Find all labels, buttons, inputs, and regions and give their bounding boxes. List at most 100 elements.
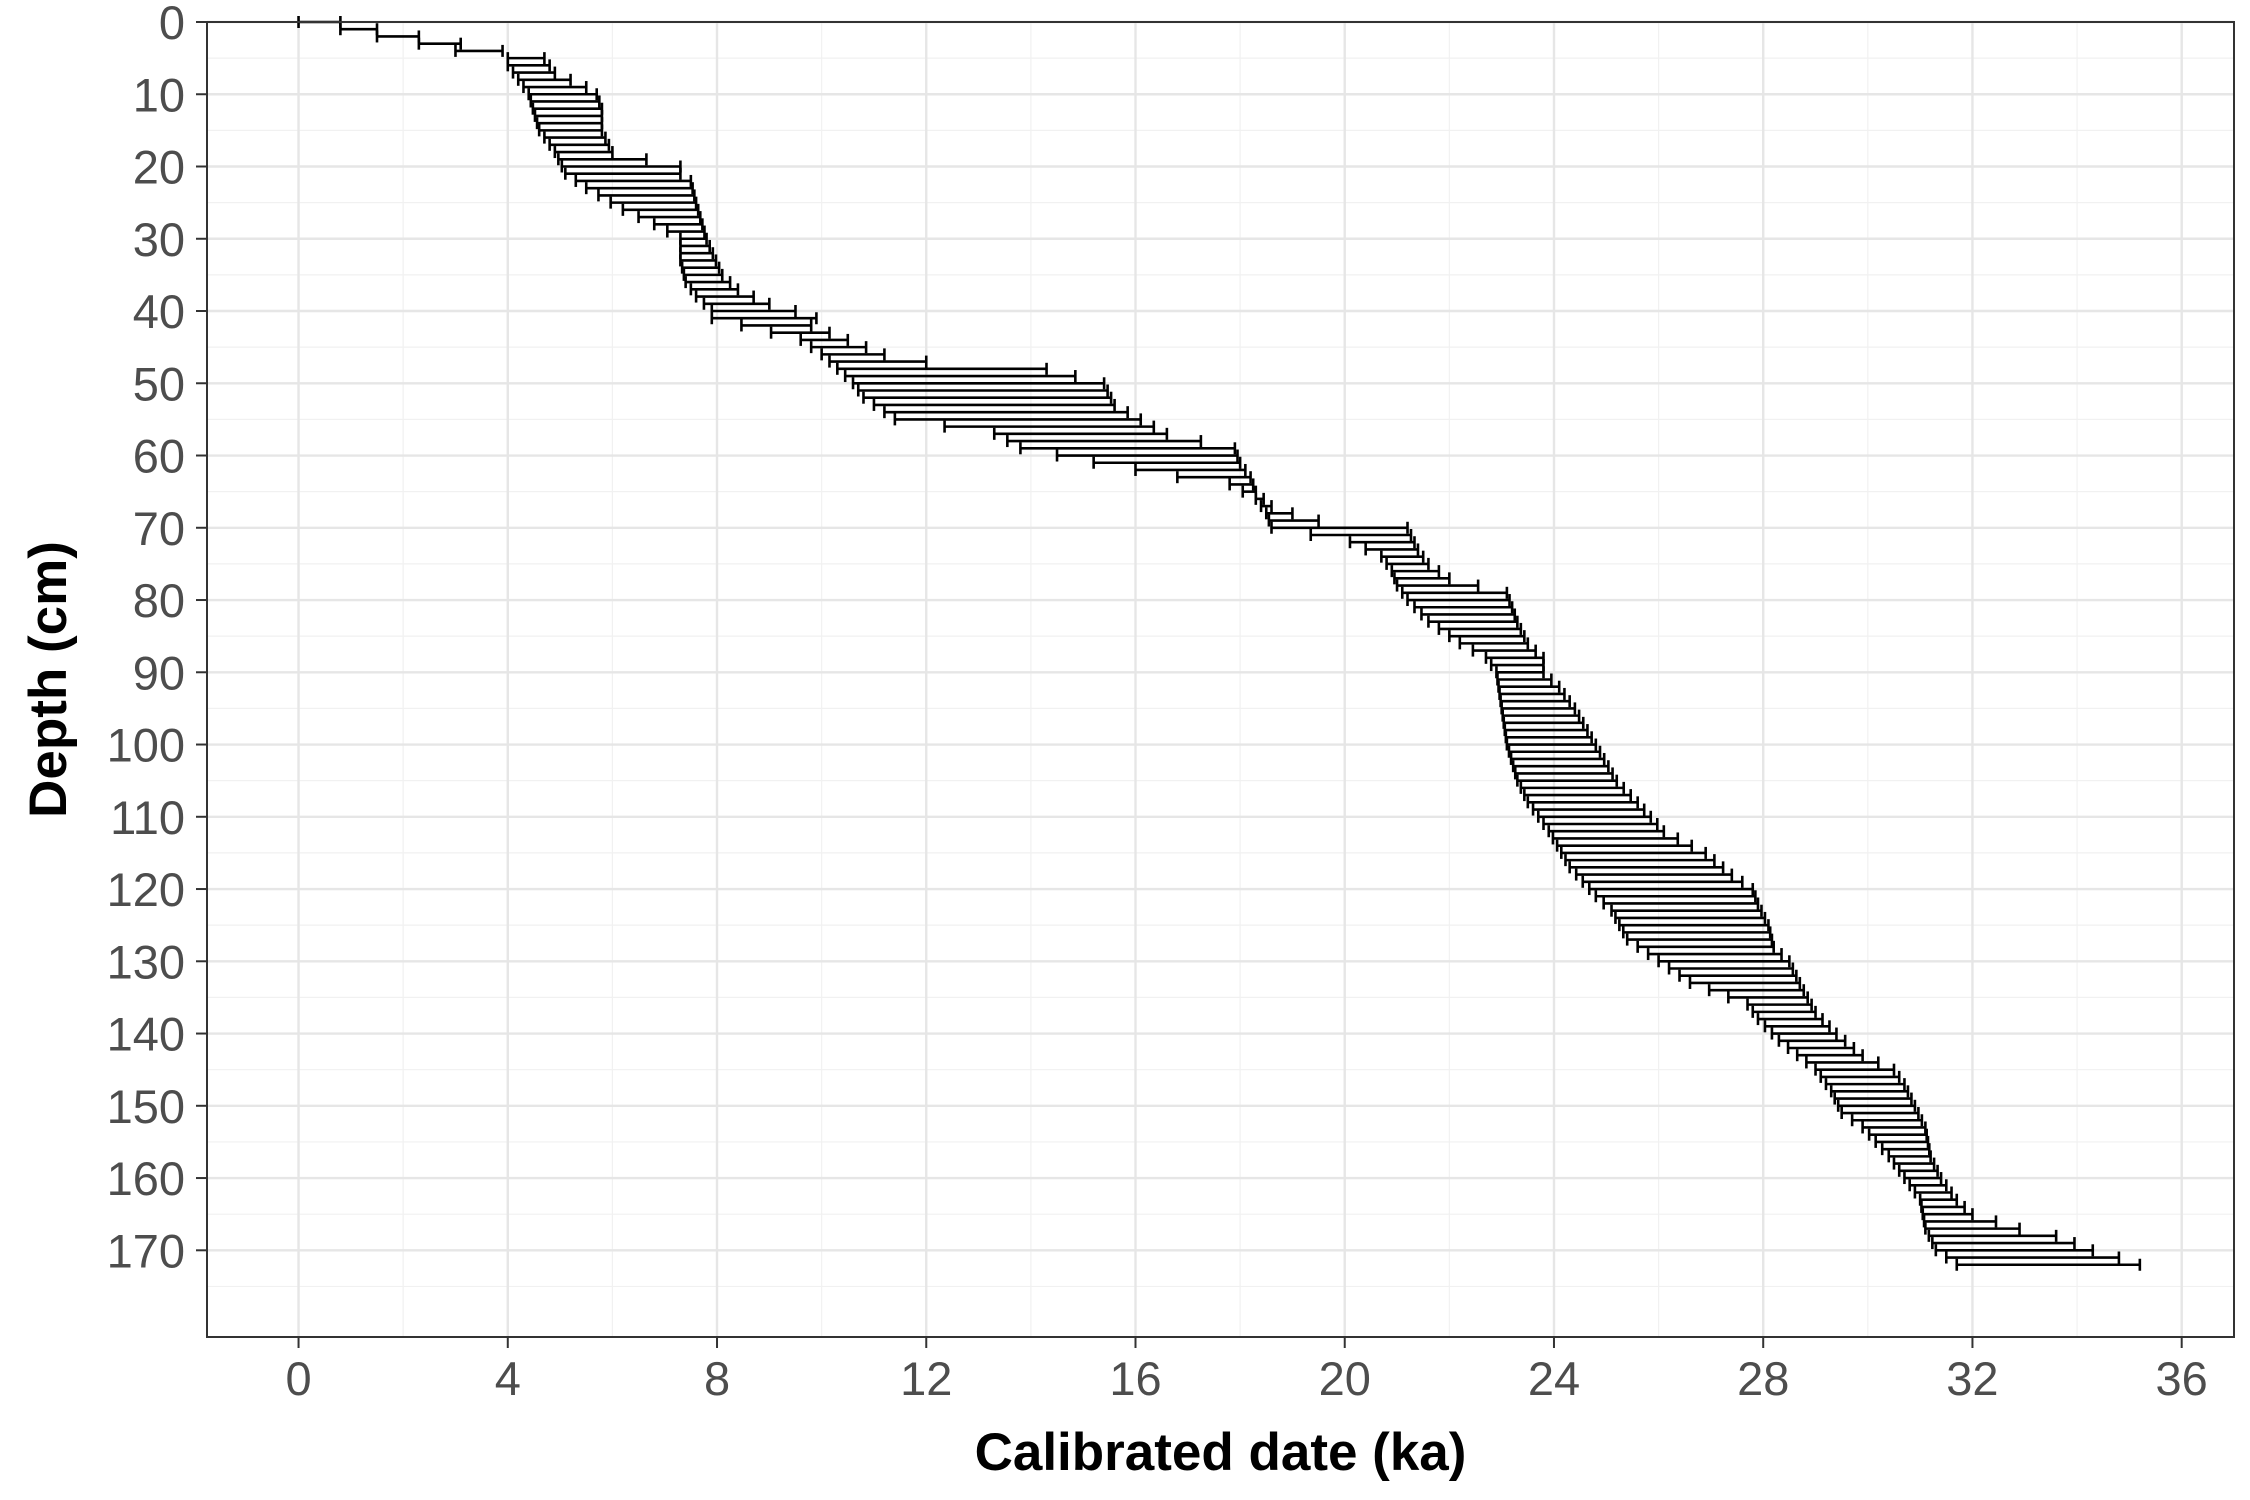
error-bar xyxy=(799,333,850,346)
error-bar xyxy=(1678,969,1798,982)
error-bar xyxy=(1055,449,1239,462)
y-tick-label: 0 xyxy=(159,0,185,49)
error-bar xyxy=(1763,1020,1831,1033)
error-bar xyxy=(1264,507,1294,520)
error-bar xyxy=(1385,557,1430,570)
y-tick-label: 160 xyxy=(107,1152,185,1205)
error-bar xyxy=(1688,976,1802,989)
error-bar xyxy=(529,95,601,108)
error-bar xyxy=(856,384,1109,397)
error-bar xyxy=(1547,825,1666,838)
x-tick-label: 36 xyxy=(2156,1352,2208,1405)
y-tick-label: 30 xyxy=(133,213,185,266)
y-tick-label: 100 xyxy=(107,719,185,772)
error-bar xyxy=(1568,861,1725,874)
error-bar xyxy=(1270,521,1409,534)
error-bar xyxy=(1500,702,1577,715)
error-bar xyxy=(1511,760,1610,773)
y-tick-label: 10 xyxy=(133,68,185,121)
grid-lines xyxy=(207,20,2234,1337)
error-bar xyxy=(843,370,1077,383)
error-bar xyxy=(1505,738,1598,751)
error-bar xyxy=(1836,1099,1917,1112)
error-bar xyxy=(893,413,1143,426)
error-bar xyxy=(564,167,682,180)
y-tick-label: 140 xyxy=(107,1008,185,1061)
error-bar xyxy=(506,59,551,72)
error-bar xyxy=(1502,716,1585,729)
error-bar xyxy=(679,254,718,267)
error-bar xyxy=(1495,666,1545,679)
error-bar xyxy=(506,52,546,65)
error-bar xyxy=(1006,435,1203,448)
y-tick-label: 40 xyxy=(133,285,185,338)
error-bar xyxy=(710,305,797,318)
error-bar xyxy=(1413,601,1514,614)
error-bar xyxy=(1574,868,1734,881)
error-bar xyxy=(1824,1078,1906,1091)
x-axis-title: Calibrated date (ka) xyxy=(975,1423,1467,1482)
error-bar xyxy=(1861,1121,1927,1134)
error-bar xyxy=(1519,781,1626,794)
error-bar xyxy=(1610,904,1763,917)
error-bar xyxy=(1618,919,1770,932)
error-bar xyxy=(597,189,696,202)
error-bar xyxy=(1614,911,1767,924)
error-bar xyxy=(1880,1143,1931,1156)
error-bar xyxy=(1657,955,1791,968)
error-bar xyxy=(883,406,1129,419)
x-tick-label: 4 xyxy=(495,1352,521,1405)
error-bar xyxy=(1920,1200,1966,1213)
error-bar xyxy=(1254,492,1265,505)
y-tick-label: 80 xyxy=(133,574,185,627)
error-bar xyxy=(1348,536,1416,549)
error-bar xyxy=(1667,962,1795,975)
error-bar xyxy=(1913,1186,1953,1199)
error-bar xyxy=(584,182,694,195)
error-bar xyxy=(851,377,1106,390)
error-bar xyxy=(417,37,463,50)
y-tick-label: 60 xyxy=(133,430,185,483)
error-bar xyxy=(1513,767,1614,780)
error-bar xyxy=(1727,991,1809,1004)
error-bar xyxy=(1850,1114,1924,1127)
error-bar xyxy=(1840,1107,1920,1120)
error-bar xyxy=(1501,709,1581,722)
error-bar xyxy=(1516,774,1619,787)
error-bar xyxy=(1897,1164,1939,1177)
error-bar xyxy=(1551,832,1680,845)
error-bar xyxy=(1531,803,1646,816)
error-bar xyxy=(516,73,572,86)
error-bar xyxy=(1564,854,1716,867)
error-bar xyxy=(339,23,379,36)
x-tick-label: 0 xyxy=(285,1352,311,1405)
error-bar xyxy=(557,153,648,166)
x-tick-label: 20 xyxy=(1319,1352,1371,1405)
error-bar xyxy=(522,81,588,94)
error-bar xyxy=(1934,1244,2095,1257)
error-bar xyxy=(1918,1193,1959,1206)
error-bar xyxy=(1259,500,1273,513)
error-bar xyxy=(1390,565,1441,578)
y-tick-label: 90 xyxy=(133,646,185,699)
error-bar xyxy=(1448,630,1526,643)
error-bar xyxy=(1395,579,1480,592)
error-bar xyxy=(682,268,724,281)
error-bar xyxy=(621,203,700,216)
error-bar xyxy=(1944,1251,2121,1264)
error-bar xyxy=(680,261,721,274)
y-axis-title: Depth (cm) xyxy=(19,541,78,818)
error-bar xyxy=(836,362,1048,375)
error-bar xyxy=(543,131,607,144)
error-bar xyxy=(1921,1208,1974,1221)
error-bar xyxy=(1509,752,1606,765)
error-bar xyxy=(1019,442,1237,455)
error-bar xyxy=(537,124,604,137)
axes: 0 4 8 12 16 20 24 28 32 36 0 10 20 30 40 50 60 70 80 90 100 1… xyxy=(107,0,2208,1405)
error-bar xyxy=(1437,622,1523,635)
error-bar xyxy=(702,297,771,310)
y-tick-label: 130 xyxy=(107,935,185,988)
error-bar xyxy=(1555,839,1694,852)
error-bar xyxy=(553,146,614,159)
